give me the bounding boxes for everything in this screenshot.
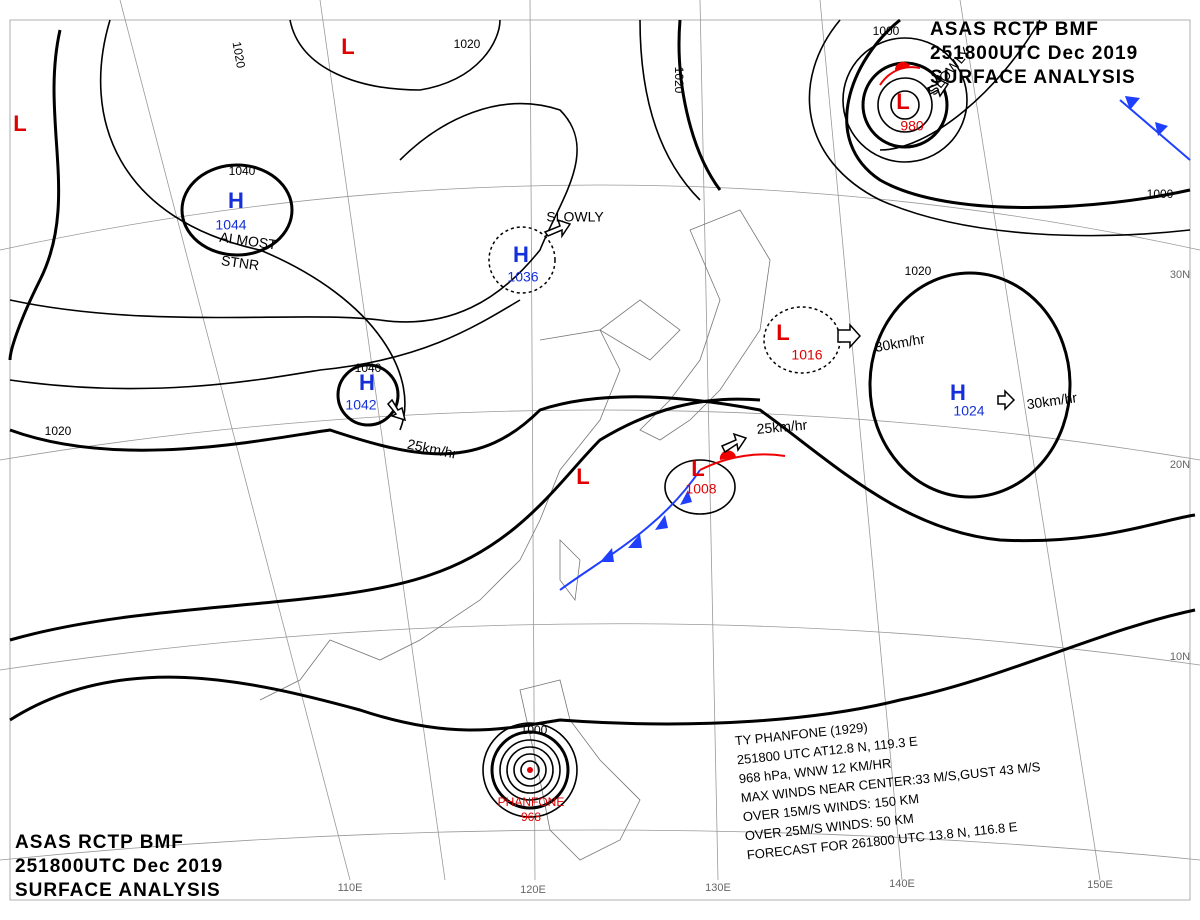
header-line: ASAS RCTP BMF [930,19,1099,40]
typhoon-center [527,767,533,773]
header-line: 251800UTC Dec 2019 [930,43,1138,64]
isobar-label: 1000 [1147,187,1174,201]
system-pressure: 1008 [685,481,716,497]
isobar-label: 1020 [454,37,481,51]
fronts [559,61,1191,591]
isobar-label: 1020 [672,67,686,94]
system-pressure: 1036 [507,269,538,285]
isobar-label: 1020 [905,264,932,278]
system-pressure: 1016 [791,347,822,363]
longitude-label: 120E [520,884,546,896]
isobar-label: 1020 [45,424,72,438]
system-symbol: L [341,34,354,59]
isobar-label: 1040 [229,164,256,178]
system-symbol: H [513,242,529,267]
system-pressure: 1044 [215,217,246,233]
latitude-label: 20N [1170,459,1190,471]
header-line: ASAS RCTP BMF [15,832,184,853]
system-pressure: 1024 [953,403,984,419]
system-symbol: L [776,320,789,345]
motion-label: 25km/hr [756,417,808,437]
isobar-label: 1020 [230,40,248,69]
longitude-label: 110E [338,882,363,894]
header-line: 251800UTC Dec 2019 [15,856,223,877]
isobar-label: 1000 [521,723,548,737]
typhoon-name: PHANFONE [498,795,565,809]
system-symbol: L [13,111,26,136]
header-line: SURFACE ANALYSIS [15,880,221,901]
graticule [0,0,1200,901]
system-symbol: L [691,456,704,481]
motion-label: SLOWLY [546,209,604,225]
isobar-label: 1040 [355,361,382,375]
motion-label: STNR [220,252,260,273]
longitude-label: 150E [1087,879,1113,891]
longitude-label: 130E [705,882,731,894]
motion-arrows [386,76,1016,454]
system-symbol: L [576,464,589,489]
latitude-label: 30N [1170,269,1190,281]
typhoon-pressure: 968 [521,810,541,824]
isobars [8,18,1196,818]
motion-label: ALMOST [219,229,279,253]
system-symbol: H [950,380,966,405]
system-symbol: H [228,188,244,213]
system-symbol: H [359,370,375,395]
longitude-label: 140E [889,878,915,890]
latitude-label: 10N [1170,651,1190,663]
system-pressure: 980 [900,118,924,134]
motion-label: 30km/hr [1026,389,1079,412]
system-pressure: 1042 [345,397,376,413]
isobar-label: 1000 [873,24,900,38]
system-symbol: L [896,89,909,114]
header-line: SURFACE ANALYSIS [930,67,1136,88]
